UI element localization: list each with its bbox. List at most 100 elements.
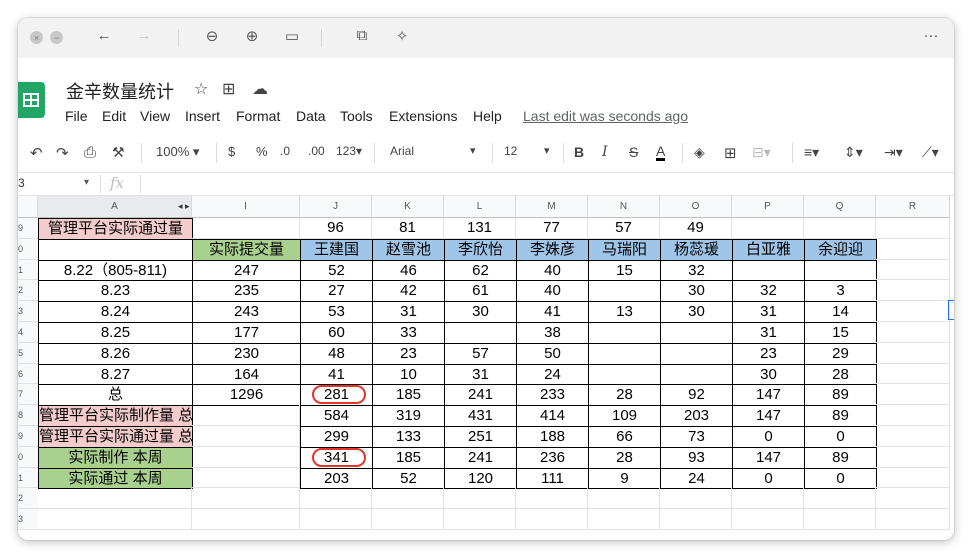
cell-l-14[interactable] <box>444 509 516 530</box>
row-header[interactable]: 8 <box>18 405 38 426</box>
cell-r-1[interactable] <box>876 238 950 260</box>
cell-r-14[interactable] <box>876 509 950 530</box>
row-header[interactable]: 1 <box>18 259 38 281</box>
fit-page-icon[interactable]: ▭ <box>284 28 300 45</box>
row-header[interactable]: 7 <box>18 384 38 406</box>
cell-n-3[interactable] <box>588 280 661 303</box>
cell-k-11[interactable]: 185 <box>372 446 445 469</box>
cell-a-14[interactable] <box>38 509 192 530</box>
star-icon[interactable]: ☆ <box>194 81 209 98</box>
row-header[interactable]: 5 <box>18 342 38 364</box>
row-header[interactable]: 4 <box>18 322 38 343</box>
cell-i-1[interactable]: 实际提交量 <box>192 238 301 261</box>
spreadsheet-grid[interactable]: A I J K L M N O P Q R ◂ ▸ 9 管理平台实际通过量 96 81 131 77 57 49 0 实际… <box>18 196 954 540</box>
cell-m-3[interactable]: 40 <box>516 280 589 303</box>
cell-k-4[interactable]: 31 <box>372 301 445 323</box>
column-header-j[interactable]: J <box>300 196 372 218</box>
cell-o-2[interactable]: 32 <box>660 259 733 282</box>
magic-icon[interactable]: ✧ <box>395 28 409 45</box>
document-title[interactable]: 金辛数量统计 <box>66 82 174 102</box>
cell-o-14[interactable] <box>660 509 732 530</box>
redo-icon[interactable]: ↷ <box>56 145 69 162</box>
cell-j-1[interactable]: 王建国 <box>300 238 373 261</box>
cell-i-4[interactable]: 243 <box>192 301 301 323</box>
row-header[interactable]: 9 <box>18 426 38 447</box>
cell-o-8[interactable]: 92 <box>660 384 733 407</box>
zoom-select[interactable]: 100% ▾ <box>156 144 199 160</box>
percent-button[interactable]: % <box>256 144 268 159</box>
cell-o-9[interactable]: 203 <box>660 405 733 427</box>
cell-m-0[interactable]: 77 <box>516 218 588 239</box>
strikethrough-button[interactable]: S <box>629 144 639 160</box>
row-header[interactable]: 3 <box>18 509 38 530</box>
cell-r-0[interactable] <box>876 218 950 239</box>
font-size-select[interactable]: 12 <box>504 144 518 158</box>
cell-n-12[interactable]: 9 <box>588 467 661 490</box>
cell-m-9[interactable]: 414 <box>516 405 589 427</box>
cell-a-3[interactable]: 8.23 <box>38 280 193 303</box>
forward-icon[interactable]: → <box>136 27 152 44</box>
cell-a-6[interactable]: 8.26 <box>38 342 193 365</box>
cell-a-4[interactable]: 8.24 <box>38 301 193 323</box>
cell-l-5[interactable] <box>444 322 517 344</box>
cell-a-11[interactable]: 实际制作 本周 <box>38 446 193 469</box>
cell-m-11[interactable]: 236 <box>516 446 589 469</box>
cell-m-1[interactable]: 李姝彦 <box>516 238 589 261</box>
decrease-decimal-button[interactable]: .0 <box>280 144 291 158</box>
cell-p-9[interactable]: 147 <box>732 405 805 427</box>
cell-j-12[interactable]: 203 <box>300 467 373 490</box>
cell-l-9[interactable]: 431 <box>444 405 517 427</box>
cloud-status-icon[interactable]: ☁ <box>252 81 268 98</box>
row-header[interactable]: 0 <box>18 446 38 468</box>
cell-p-8[interactable]: 147 <box>732 384 805 407</box>
row-header[interactable]: 1 <box>18 467 38 489</box>
cell-m-5[interactable]: 38 <box>516 322 589 344</box>
more-icon[interactable]: ··· <box>923 27 939 44</box>
cell-q-7[interactable]: 28 <box>804 363 877 386</box>
cell-o-6[interactable] <box>660 342 733 365</box>
cell-j-14[interactable] <box>300 509 372 530</box>
cell-i-9[interactable] <box>192 405 300 426</box>
menu-data[interactable]: Data <box>296 108 326 124</box>
cell-r-11[interactable] <box>876 446 950 468</box>
menu-view[interactable]: View <box>140 108 171 124</box>
cell-q-4[interactable]: 14 <box>804 301 877 323</box>
cell-k-2[interactable]: 46 <box>372 259 445 282</box>
cell-k-0[interactable]: 81 <box>372 218 444 239</box>
cell-r-5[interactable] <box>876 322 950 343</box>
number-format-select[interactable]: 123▾ <box>336 144 362 158</box>
cell-k-8[interactable]: 185 <box>372 384 445 407</box>
cell-p-7[interactable]: 30 <box>732 363 805 386</box>
cell-i-8[interactable]: 1296 <box>192 384 301 407</box>
cell-i-2[interactable]: 247 <box>192 259 301 282</box>
cell-n-8[interactable]: 28 <box>588 384 661 407</box>
cell-l-7[interactable]: 31 <box>444 363 517 386</box>
increase-decimal-button[interactable]: .00 <box>308 144 325 158</box>
cell-l-8[interactable]: 241 <box>444 384 517 407</box>
cell-n-5[interactable] <box>588 322 661 344</box>
column-header-n[interactable]: N <box>588 196 660 218</box>
cell-a-13[interactable] <box>38 488 192 510</box>
cell-p-1[interactable]: 白亚雅 <box>732 238 805 261</box>
back-icon[interactable]: ← <box>96 27 112 44</box>
cell-j-6[interactable]: 48 <box>300 342 373 365</box>
column-header-i[interactable]: I <box>192 196 300 218</box>
cell-m-6[interactable]: 50 <box>516 342 589 365</box>
paint-format-icon[interactable]: ⚒ <box>112 144 125 160</box>
cell-a-2[interactable]: 8.22（805-811) <box>38 259 193 282</box>
cell-k-3[interactable]: 42 <box>372 280 445 303</box>
cell-k-5[interactable]: 33 <box>372 322 445 344</box>
cell-o-1[interactable]: 杨蕊瑗 <box>660 238 733 261</box>
vertical-align-icon[interactable]: ⇕▾ <box>844 144 863 160</box>
cell-i-14[interactable] <box>192 509 300 530</box>
merge-cells-icon[interactable]: ⊟▾ <box>752 144 771 160</box>
cell-i-10[interactable] <box>192 426 300 447</box>
cell-o-12[interactable]: 24 <box>660 467 733 490</box>
cell-j-4[interactable]: 53 <box>300 301 373 323</box>
cell-n-0[interactable]: 57 <box>588 218 660 239</box>
menu-extensions[interactable]: Extensions <box>389 108 458 124</box>
column-header-p[interactable]: P <box>732 196 804 218</box>
cell-i-7[interactable]: 164 <box>192 363 301 386</box>
cell-p-13[interactable] <box>732 488 804 510</box>
cell-q-1[interactable]: 余迎迎 <box>804 238 877 261</box>
